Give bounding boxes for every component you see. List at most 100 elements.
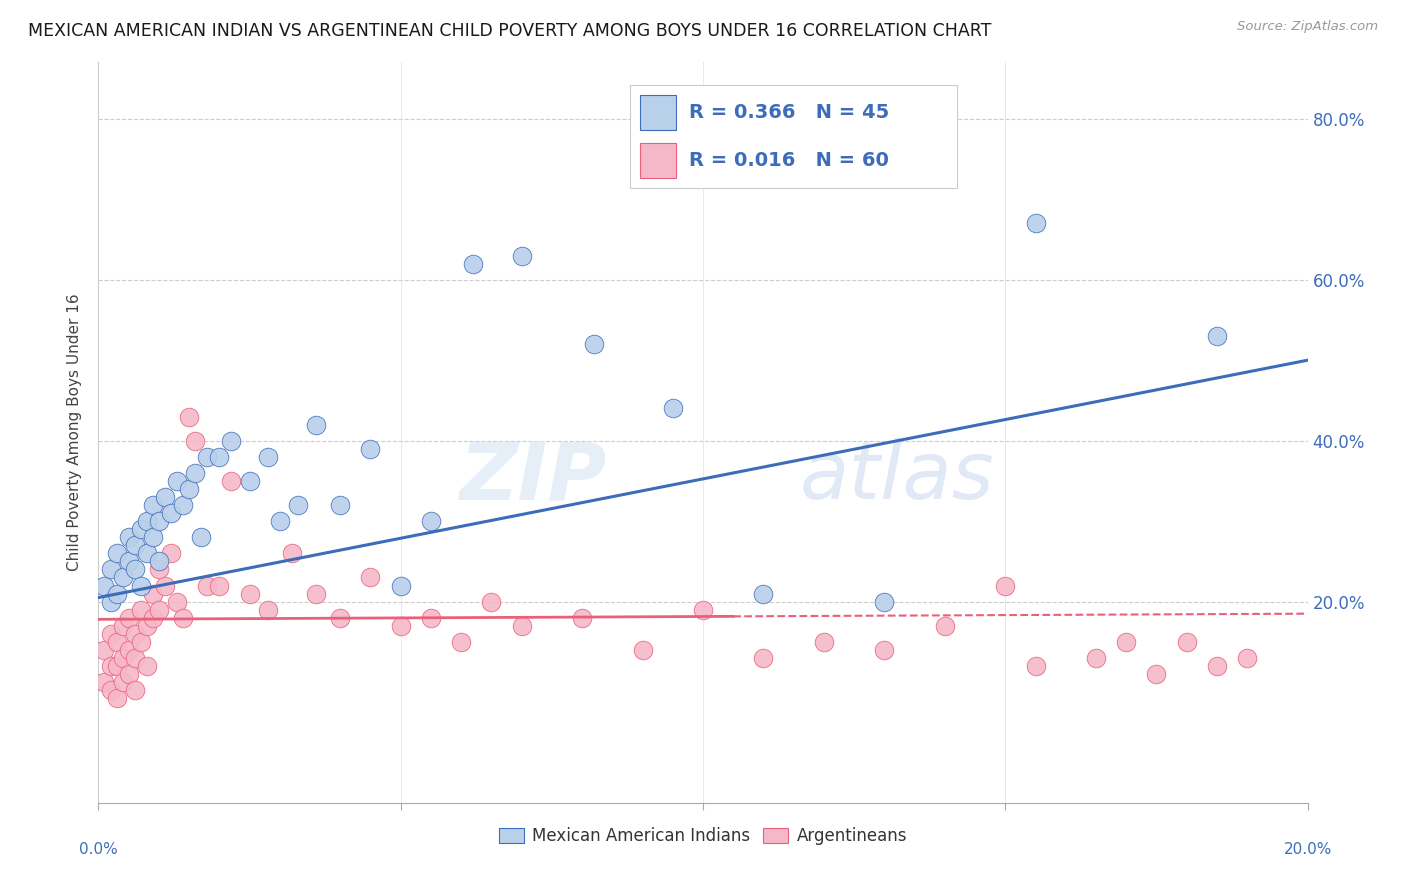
Point xyxy=(661,401,683,416)
Point xyxy=(129,522,152,536)
Point xyxy=(118,667,141,681)
Point xyxy=(389,619,412,633)
Point xyxy=(124,538,146,552)
Point xyxy=(160,506,183,520)
Point xyxy=(105,586,128,600)
Point xyxy=(360,570,382,584)
Point xyxy=(105,659,128,673)
Point xyxy=(305,417,328,432)
Point xyxy=(160,546,183,560)
Point xyxy=(124,683,146,698)
Point xyxy=(184,466,207,480)
Point xyxy=(208,578,231,592)
Point xyxy=(1175,635,1198,649)
Point xyxy=(510,249,533,263)
Point xyxy=(124,562,146,576)
Text: MEXICAN AMERICAN INDIAN VS ARGENTINEAN CHILD POVERTY AMONG BOYS UNDER 16 CORRELA: MEXICAN AMERICAN INDIAN VS ARGENTINEAN C… xyxy=(28,22,991,40)
Point xyxy=(172,498,194,512)
Point xyxy=(105,546,128,560)
Point xyxy=(583,337,606,351)
Point xyxy=(118,643,141,657)
Point xyxy=(100,594,122,608)
Point xyxy=(135,514,157,528)
Point xyxy=(105,635,128,649)
Point xyxy=(166,474,188,488)
Point xyxy=(142,498,165,512)
Point xyxy=(105,691,128,706)
Point xyxy=(571,610,593,624)
Point xyxy=(510,619,533,633)
Point xyxy=(450,635,472,649)
Point xyxy=(256,602,278,616)
Point xyxy=(481,594,503,608)
Point xyxy=(129,578,152,592)
Point xyxy=(692,602,714,616)
Point xyxy=(148,602,170,616)
Point xyxy=(111,651,134,665)
Point xyxy=(239,474,262,488)
Point xyxy=(135,546,157,560)
Point xyxy=(934,619,956,633)
Point xyxy=(329,610,352,624)
Point xyxy=(631,643,654,657)
Point xyxy=(329,498,352,512)
Point xyxy=(463,257,485,271)
Point xyxy=(1144,667,1167,681)
Point xyxy=(142,530,165,544)
Point xyxy=(111,675,134,690)
Point xyxy=(287,498,309,512)
Point xyxy=(148,562,170,576)
Point xyxy=(100,627,122,641)
Point xyxy=(813,635,835,649)
Point xyxy=(179,409,201,424)
Point xyxy=(142,586,165,600)
Point xyxy=(118,554,141,568)
Point xyxy=(269,514,291,528)
Point xyxy=(100,683,122,698)
Point xyxy=(135,659,157,673)
Point xyxy=(129,635,152,649)
Point xyxy=(124,627,146,641)
Point xyxy=(100,659,122,673)
Point xyxy=(195,450,218,464)
Y-axis label: Child Poverty Among Boys Under 16: Child Poverty Among Boys Under 16 xyxy=(67,293,83,572)
Point xyxy=(100,562,122,576)
Point xyxy=(111,570,134,584)
Point xyxy=(172,610,194,624)
Point xyxy=(360,442,382,456)
Point xyxy=(190,530,212,544)
Text: 0.0%: 0.0% xyxy=(79,842,118,856)
Point xyxy=(1115,635,1137,649)
Text: ZIP: ZIP xyxy=(458,438,606,516)
Point xyxy=(208,450,231,464)
Point xyxy=(135,619,157,633)
Point xyxy=(389,578,412,592)
Point xyxy=(752,586,775,600)
Point xyxy=(129,602,152,616)
Point xyxy=(118,610,141,624)
Point xyxy=(111,619,134,633)
Point xyxy=(184,434,207,448)
Point xyxy=(1024,216,1046,230)
Point xyxy=(93,578,115,592)
Point xyxy=(873,643,896,657)
Point xyxy=(256,450,278,464)
Point xyxy=(994,578,1017,592)
Point xyxy=(873,594,896,608)
Point xyxy=(752,651,775,665)
Point xyxy=(305,586,328,600)
Point xyxy=(1206,659,1229,673)
Point xyxy=(420,514,443,528)
Point xyxy=(1236,651,1258,665)
Point xyxy=(118,530,141,544)
Point xyxy=(93,643,115,657)
Text: atlas: atlas xyxy=(800,438,994,516)
Point xyxy=(93,675,115,690)
Point xyxy=(281,546,304,560)
Point xyxy=(1206,329,1229,343)
Point xyxy=(221,474,243,488)
Point xyxy=(142,610,165,624)
Text: Source: ZipAtlas.com: Source: ZipAtlas.com xyxy=(1237,20,1378,33)
Point xyxy=(124,651,146,665)
Legend: Mexican American Indians, Argentineans: Mexican American Indians, Argentineans xyxy=(494,822,912,850)
